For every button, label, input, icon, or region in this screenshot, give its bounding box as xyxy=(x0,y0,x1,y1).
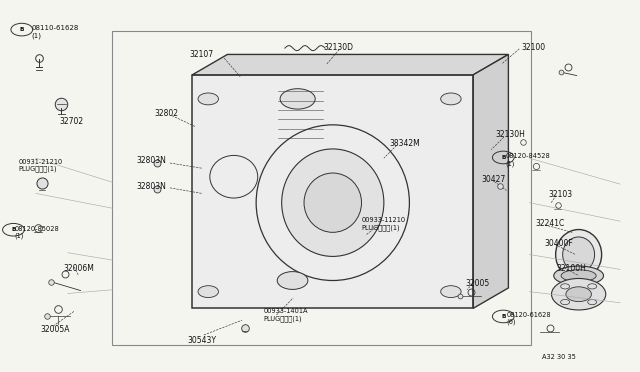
Text: 32130H: 32130H xyxy=(495,130,525,140)
Text: B: B xyxy=(501,155,506,160)
Text: 32107: 32107 xyxy=(189,50,213,59)
Ellipse shape xyxy=(561,270,596,282)
Text: 00931-21210
PLUGプラグ(1): 00931-21210 PLUGプラグ(1) xyxy=(19,159,63,172)
Text: 30543Y: 30543Y xyxy=(187,336,216,346)
Text: B: B xyxy=(12,227,15,232)
Circle shape xyxy=(441,286,461,298)
Text: 30427: 30427 xyxy=(481,175,505,184)
Text: 32005: 32005 xyxy=(466,279,490,288)
Circle shape xyxy=(198,286,218,298)
Text: B: B xyxy=(20,27,24,32)
Ellipse shape xyxy=(277,272,308,289)
Text: 32702: 32702 xyxy=(60,117,84,126)
Circle shape xyxy=(441,93,461,105)
Text: 08110-61628
(1): 08110-61628 (1) xyxy=(31,25,79,39)
Text: 32241C: 32241C xyxy=(536,219,565,228)
Ellipse shape xyxy=(556,230,602,280)
Text: 08120-61628
(6): 08120-61628 (6) xyxy=(506,312,551,326)
Polygon shape xyxy=(473,54,508,308)
Circle shape xyxy=(198,93,218,105)
Text: 32006M: 32006M xyxy=(63,264,94,273)
Text: 30400F: 30400F xyxy=(545,239,573,248)
Polygon shape xyxy=(192,54,508,75)
Text: 32103: 32103 xyxy=(548,190,573,199)
Text: 32100: 32100 xyxy=(521,42,545,51)
Text: 08120-84528
(1): 08120-84528 (1) xyxy=(505,153,550,167)
Ellipse shape xyxy=(304,173,362,232)
Bar xyxy=(192,75,473,308)
Text: 00933-11210
PLUGプラグ(1): 00933-11210 PLUGプラグ(1) xyxy=(362,217,406,231)
Text: A32 30 35: A32 30 35 xyxy=(542,354,576,360)
Bar xyxy=(113,31,531,345)
Text: 32100H: 32100H xyxy=(556,264,586,273)
Text: 32803N: 32803N xyxy=(136,156,166,165)
Ellipse shape xyxy=(552,279,606,310)
Ellipse shape xyxy=(563,237,595,272)
Text: 00933-1401A
PLUGプラグ(1): 00933-1401A PLUGプラグ(1) xyxy=(264,308,308,322)
Ellipse shape xyxy=(280,89,316,109)
Text: 32005A: 32005A xyxy=(40,325,70,334)
Ellipse shape xyxy=(282,149,384,256)
Text: 38342M: 38342M xyxy=(389,139,420,148)
Text: 32802: 32802 xyxy=(154,109,178,118)
Ellipse shape xyxy=(566,287,591,302)
Text: 32803N: 32803N xyxy=(136,182,166,191)
Ellipse shape xyxy=(554,266,604,285)
Text: 08120-85028
(1): 08120-85028 (1) xyxy=(15,225,60,239)
Text: 32130D: 32130D xyxy=(323,42,353,51)
Text: B: B xyxy=(501,314,506,319)
